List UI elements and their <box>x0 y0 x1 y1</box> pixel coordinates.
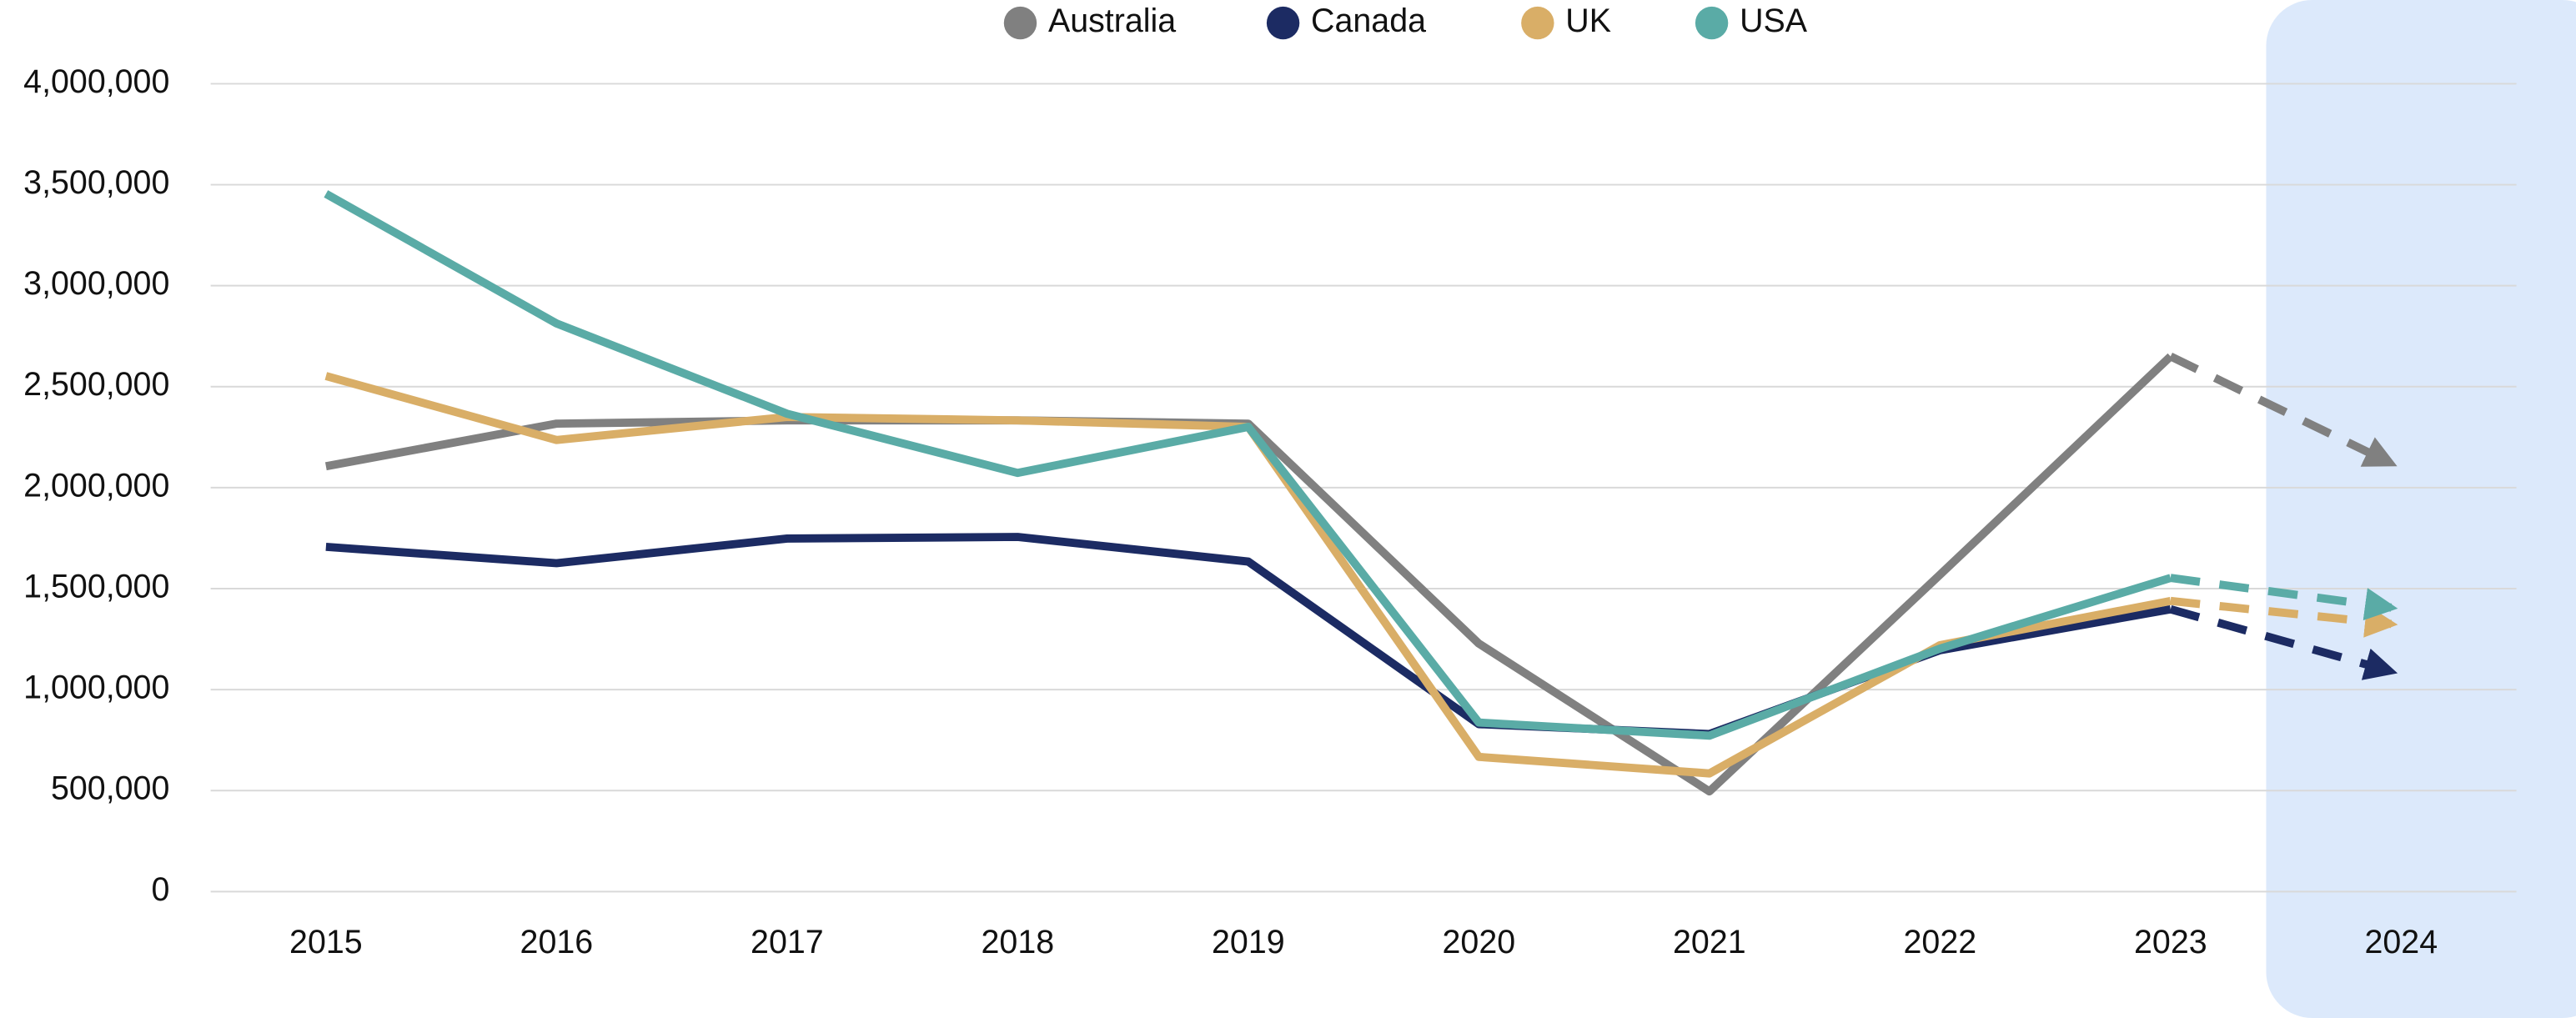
y-tick-label: 3,000,000 <box>23 265 169 302</box>
series-line <box>325 533 2172 739</box>
forecast-line <box>2168 353 2398 468</box>
y-tick-label: 0 <box>151 871 169 908</box>
y-tick-label: 4,000,000 <box>23 63 169 100</box>
x-tick-label: 2021 <box>1673 924 1746 960</box>
series-line <box>324 353 2174 796</box>
x-tick-label: 2018 <box>982 924 1055 960</box>
y-tick-label: 3,500,000 <box>23 164 169 201</box>
y-tick-label: 2,500,000 <box>23 366 169 403</box>
legend-marker <box>1266 6 1300 40</box>
forecast-region <box>2266 0 2576 1018</box>
x-tick-label: 2019 <box>1212 924 1285 960</box>
forecast-line <box>2170 574 2398 621</box>
legend-label: USA <box>1740 3 1808 39</box>
x-tick-label: 2016 <box>520 924 594 960</box>
series-line <box>324 190 2172 740</box>
legend-label: Canada <box>1311 3 1426 39</box>
legend-label: Australia <box>1048 3 1176 39</box>
legend-marker <box>1003 6 1037 40</box>
y-tick-label: 2,000,000 <box>23 467 169 504</box>
x-tick-label: 2022 <box>1904 924 1977 960</box>
forecast-line <box>2170 596 2398 638</box>
x-tick-label: 2015 <box>289 924 363 960</box>
series-line <box>324 372 2172 778</box>
legend-marker <box>1695 6 1729 40</box>
x-tick-label: 2020 <box>1443 924 1516 960</box>
forecast-line <box>2169 604 2398 680</box>
x-tick-label: 2023 <box>2134 924 2207 960</box>
y-tick-label: 1,500,000 <box>23 568 169 604</box>
x-tick-label: 2024 <box>2365 924 2438 960</box>
legend-label: UK <box>1565 3 1611 39</box>
y-tick-label: 1,000,000 <box>23 669 169 706</box>
y-tick-label: 500,000 <box>51 770 169 807</box>
x-tick-label: 2017 <box>751 924 824 960</box>
legend-marker <box>1521 6 1554 40</box>
